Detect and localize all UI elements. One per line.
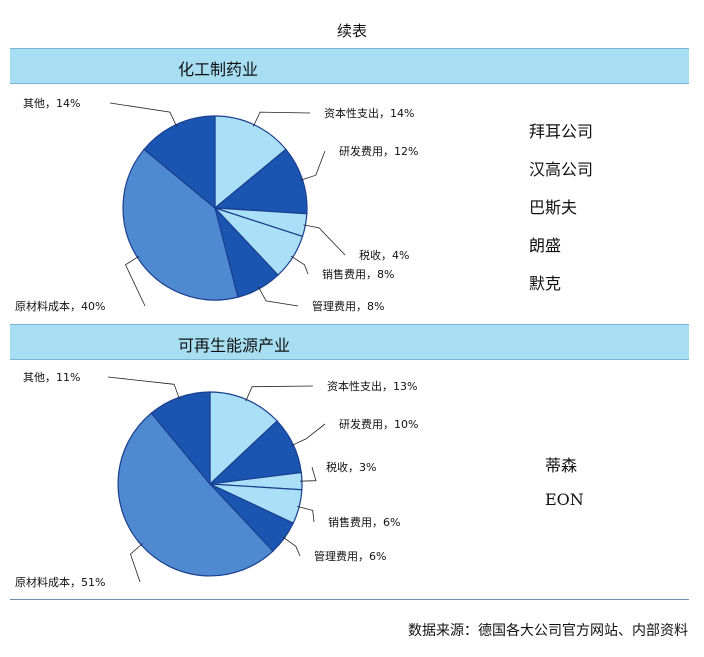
slice-label: 其他，14% (23, 97, 80, 110)
leader-line (124, 255, 146, 307)
company-name: 汉高公司 (529, 160, 594, 179)
leader-line (299, 466, 317, 482)
leader-line (258, 286, 299, 307)
slice-label: 税收，4% (359, 248, 409, 262)
slice-label: 税收，3% (326, 460, 376, 474)
slice-label: 研发费用，12% (339, 144, 418, 158)
page-title: 续表 (336, 22, 367, 40)
slice-label: 原材料成本，40% (15, 299, 105, 313)
leader-line (252, 111, 311, 127)
company-name: 蒂森 (545, 456, 578, 475)
company-name: 默克 (529, 274, 562, 293)
section-title: 可再生能源产业 (178, 336, 291, 355)
leader-line (107, 376, 180, 400)
leader-line (297, 506, 315, 523)
source-note: 数据来源：德国各大公司官方网站、内部资料 (408, 623, 688, 639)
leader-line (300, 150, 326, 181)
slice-label: 销售费用，8% (322, 267, 394, 281)
slice-label: 销售费用，6% (328, 515, 400, 529)
slice-label: 研发费用，10% (339, 417, 418, 431)
leader-line (109, 102, 178, 127)
company-list-chemical-pharma: 拜耳公司 汉高公司 巴斯夫 朗盛 默克 (529, 118, 593, 308)
slice-label: 其他，11% (23, 371, 80, 384)
company-name: EON (545, 490, 584, 509)
company-name: 拜耳公司 (529, 122, 594, 141)
leader-line (291, 423, 326, 447)
company-list-renewable-energy: 蒂森 EON (545, 452, 584, 528)
leader-line (245, 385, 314, 402)
section-header-chemical-pharma: 化工制药业 (10, 48, 689, 84)
pie-chart-renewable-energy: 资本性支出，13% 研发费用，10% 税收，3% 销售费用，6% 管理费用，6% 原材料成… (15, 371, 418, 589)
slice-label: 管理费用，6% (314, 549, 386, 563)
slice-label: 管理费用，8% (312, 299, 384, 313)
bottom-divider (10, 599, 689, 600)
pie-chart-chemical-pharma: 资本性支出，14% 研发费用，12% 税收，4% 销售费用，8% 管理费用，8% 原材料成… (15, 97, 418, 313)
section-header-renewable-energy: 可再生能源产业 (10, 324, 689, 360)
leader-line (290, 255, 309, 275)
leader-line (282, 536, 301, 557)
slice-label: 资本性支出，14% (324, 106, 414, 120)
slice-label: 资本性支出，13% (327, 379, 417, 393)
section-title: 化工制药业 (178, 60, 259, 79)
leader-line (130, 543, 143, 583)
slice-label: 原材料成本，51% (15, 575, 105, 589)
company-name: 朗盛 (529, 236, 562, 255)
leader-line (303, 224, 346, 256)
company-name: 巴斯夫 (529, 198, 578, 217)
